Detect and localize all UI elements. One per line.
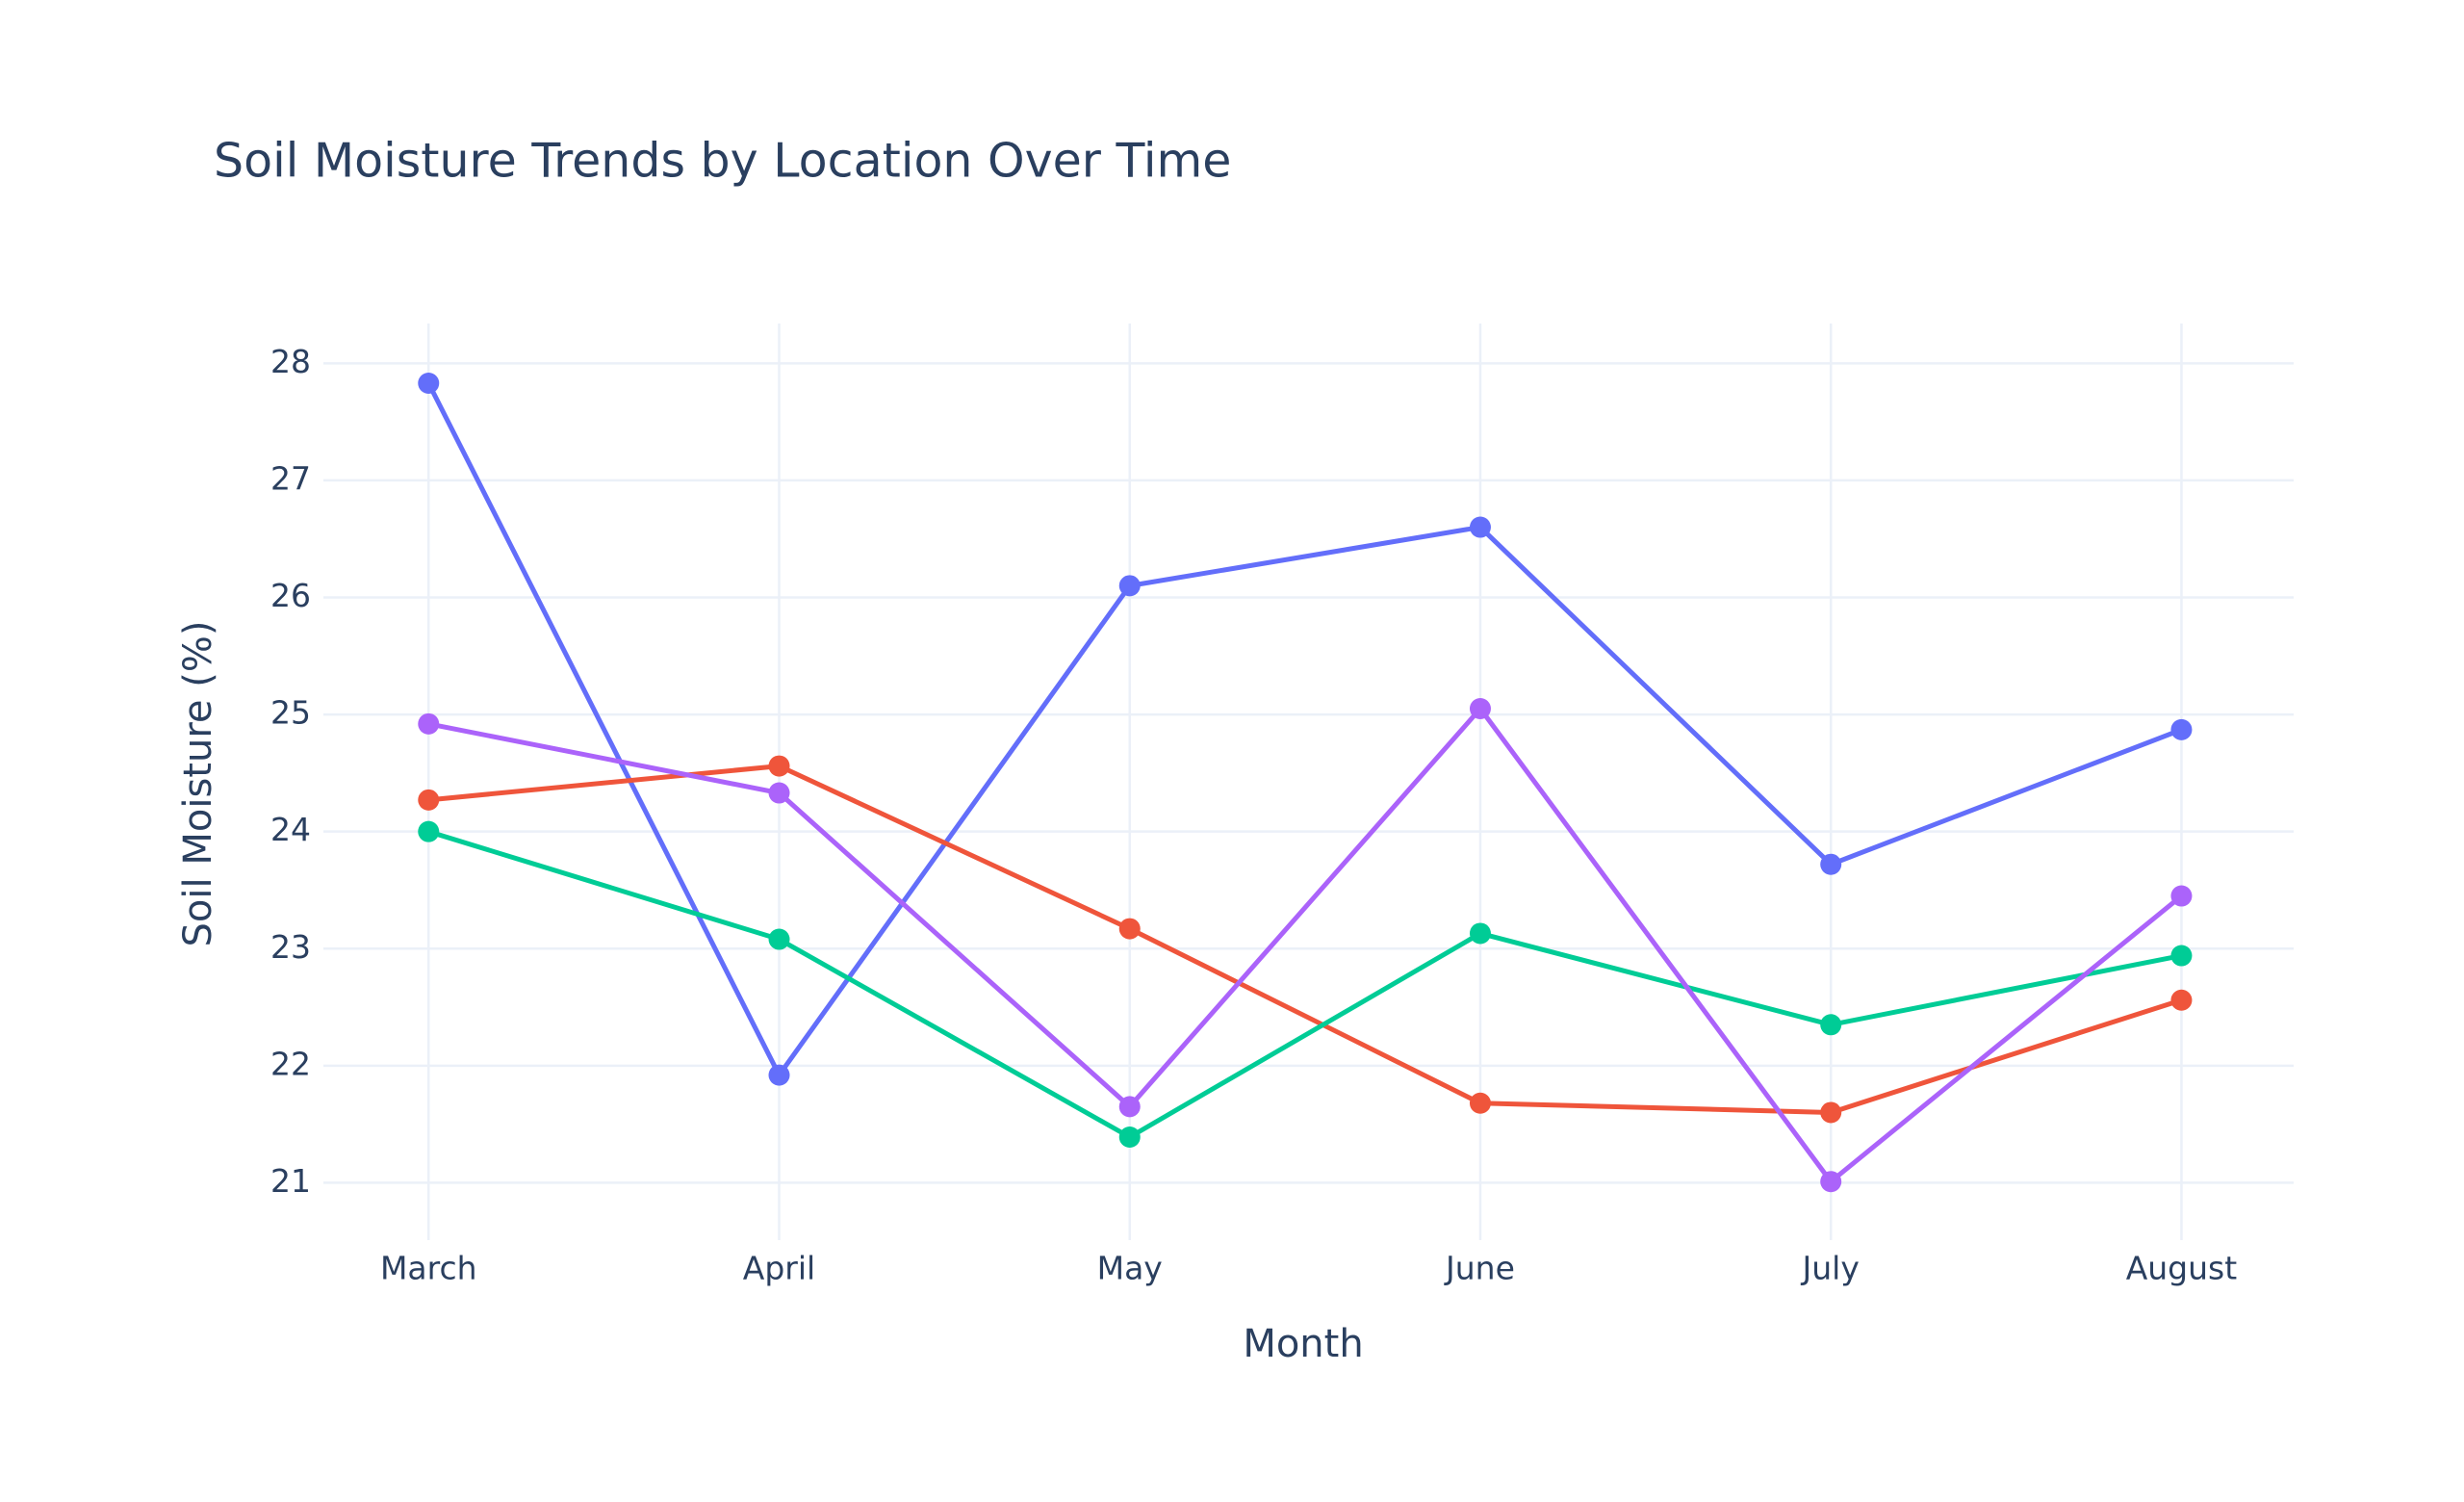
marker [1820,853,1842,875]
marker [418,712,440,735]
x-tick-label: July [1801,1250,1860,1287]
y-tick-label: 23 [270,928,311,966]
y-tick-label: 26 [270,577,311,614]
y-axis-title: Soil Moisture (%) [176,621,220,947]
x-axis-title: Month [1243,1322,1363,1366]
y-tick-label: 24 [270,811,311,848]
x-tick-label: June [1444,1250,1515,1287]
marker [768,1064,790,1086]
marker [2170,885,2193,907]
marker [1469,516,1491,538]
marker [1118,575,1141,597]
marker [1118,1096,1141,1118]
marker [768,755,790,777]
x-tick-label: May [1097,1250,1163,1287]
marker [1118,918,1141,940]
marker [1469,922,1491,945]
y-tick-label: 25 [270,694,311,732]
y-tick-label: 28 [270,343,311,380]
marker [418,789,440,811]
marker [768,928,790,950]
y-tick-label: 21 [270,1162,311,1200]
marker [418,373,440,395]
marker [1469,1092,1491,1114]
chart-title: Soil Moisture Trends by Location Over Ti… [214,134,1231,189]
series-line [427,829,2182,1140]
x-tick-label: March [380,1250,477,1287]
marker [1118,1126,1141,1149]
x-tick-label: April [743,1250,815,1287]
marker [1820,1014,1842,1036]
series-line [428,764,2183,1115]
marker [2170,718,2193,740]
marker [1469,698,1491,720]
marker [768,782,790,804]
marker [2170,945,2193,967]
y-tick-label: 22 [270,1045,311,1082]
y-tick-label: 27 [270,459,311,497]
marker [2170,989,2193,1011]
marker [418,820,440,842]
series-line [427,706,2184,1184]
series-line [426,381,2183,1078]
marker [1820,1101,1842,1124]
marker [1820,1171,1842,1193]
x-tick-label: August [2126,1250,2238,1287]
